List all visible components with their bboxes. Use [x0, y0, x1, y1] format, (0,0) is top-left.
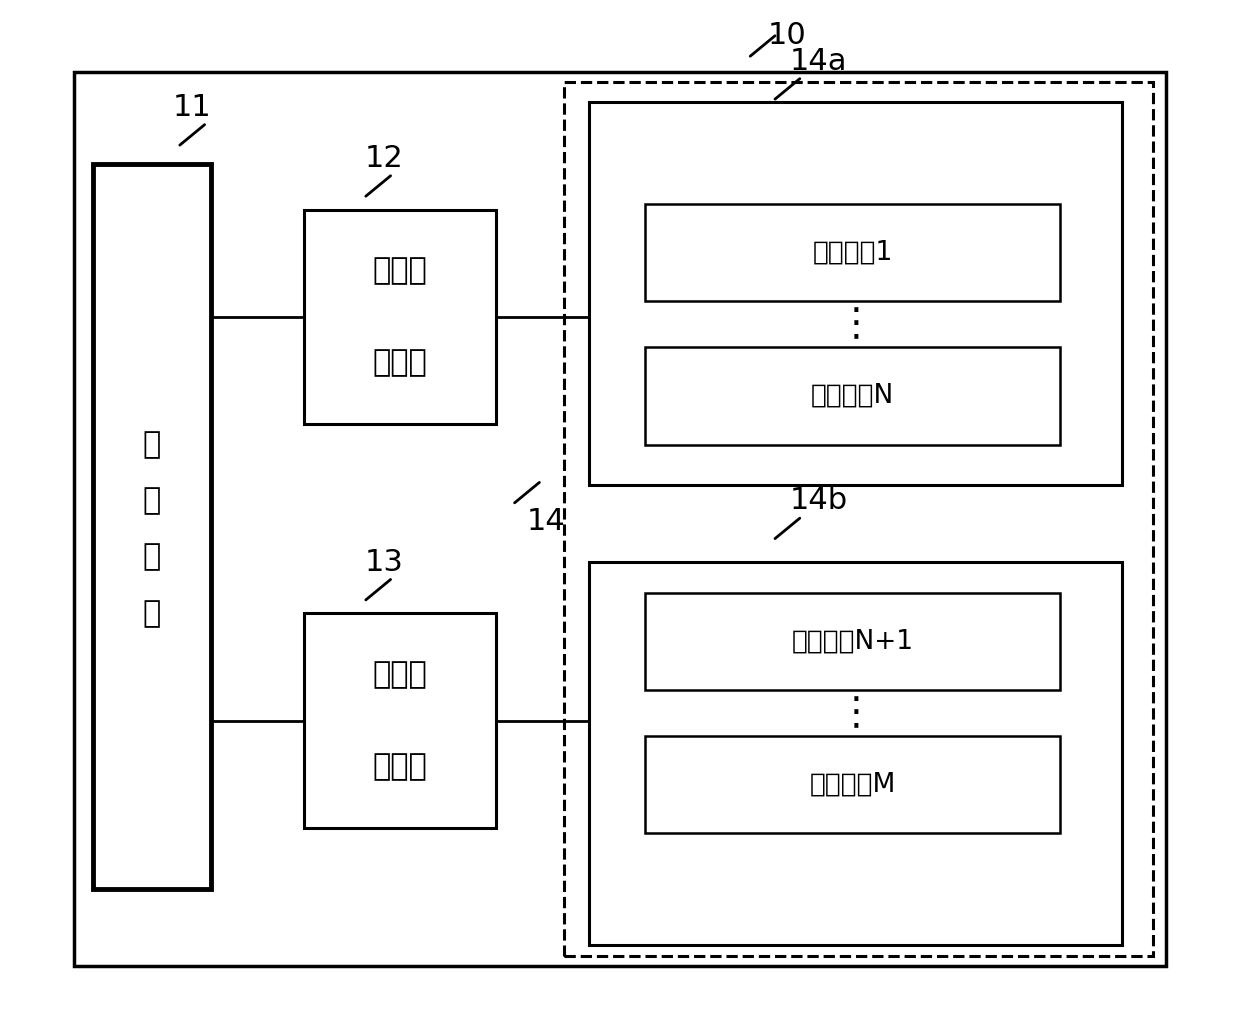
Text: 11: 11: [172, 93, 212, 122]
Text: 14: 14: [526, 507, 565, 536]
Bar: [564, 82, 1153, 956]
Text: 14b: 14b: [790, 486, 847, 515]
Bar: [645, 736, 1060, 833]
Text: 第二放: 第二放: [372, 660, 428, 689]
Text: 10: 10: [768, 21, 807, 50]
Bar: [645, 204, 1060, 301]
Bar: [589, 102, 1122, 485]
Bar: [589, 562, 1122, 945]
Text: 大模块: 大模块: [372, 349, 428, 377]
Text: ⋮: ⋮: [836, 694, 875, 732]
Bar: [74, 72, 1166, 966]
Text: 匹配单元M: 匹配单元M: [810, 772, 895, 797]
Text: ⋮: ⋮: [836, 306, 875, 343]
Text: 块: 块: [143, 599, 161, 628]
Bar: [93, 164, 211, 889]
Bar: [304, 210, 496, 424]
Text: 发: 发: [143, 486, 161, 515]
Bar: [645, 593, 1060, 690]
Bar: [304, 613, 496, 828]
Text: 匹配单元N+1: 匹配单元N+1: [791, 629, 914, 654]
Text: 收: 收: [143, 430, 161, 459]
Text: 匹配单元N: 匹配单元N: [811, 383, 894, 409]
Text: 模: 模: [143, 543, 161, 571]
Text: 12: 12: [365, 144, 404, 173]
Text: 第一放: 第一放: [372, 257, 428, 285]
Text: 匹配单到1: 匹配单到1: [812, 240, 893, 266]
Text: 14a: 14a: [790, 47, 847, 76]
Bar: [645, 347, 1060, 445]
Text: 13: 13: [365, 548, 404, 576]
Text: 大模块: 大模块: [372, 752, 428, 781]
